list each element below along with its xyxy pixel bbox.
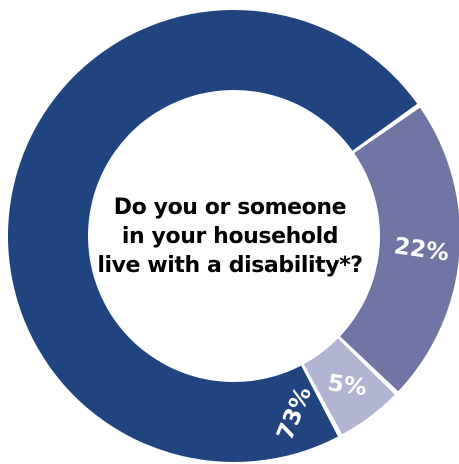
donut-slice-1 <box>8 9 418 463</box>
donut-slices <box>8 9 459 463</box>
chart-title-line-1: Do you or someone <box>113 195 347 220</box>
chart-title-line-3: live with a disability*? <box>97 253 363 278</box>
chart-title: Do you or someone in your household live… <box>90 193 370 280</box>
donut-slice-2 <box>340 107 459 392</box>
slice-label-3: 5% <box>326 370 368 401</box>
chart-title-line-2: in your household <box>121 224 339 249</box>
donut-slice-3 <box>303 338 395 435</box>
